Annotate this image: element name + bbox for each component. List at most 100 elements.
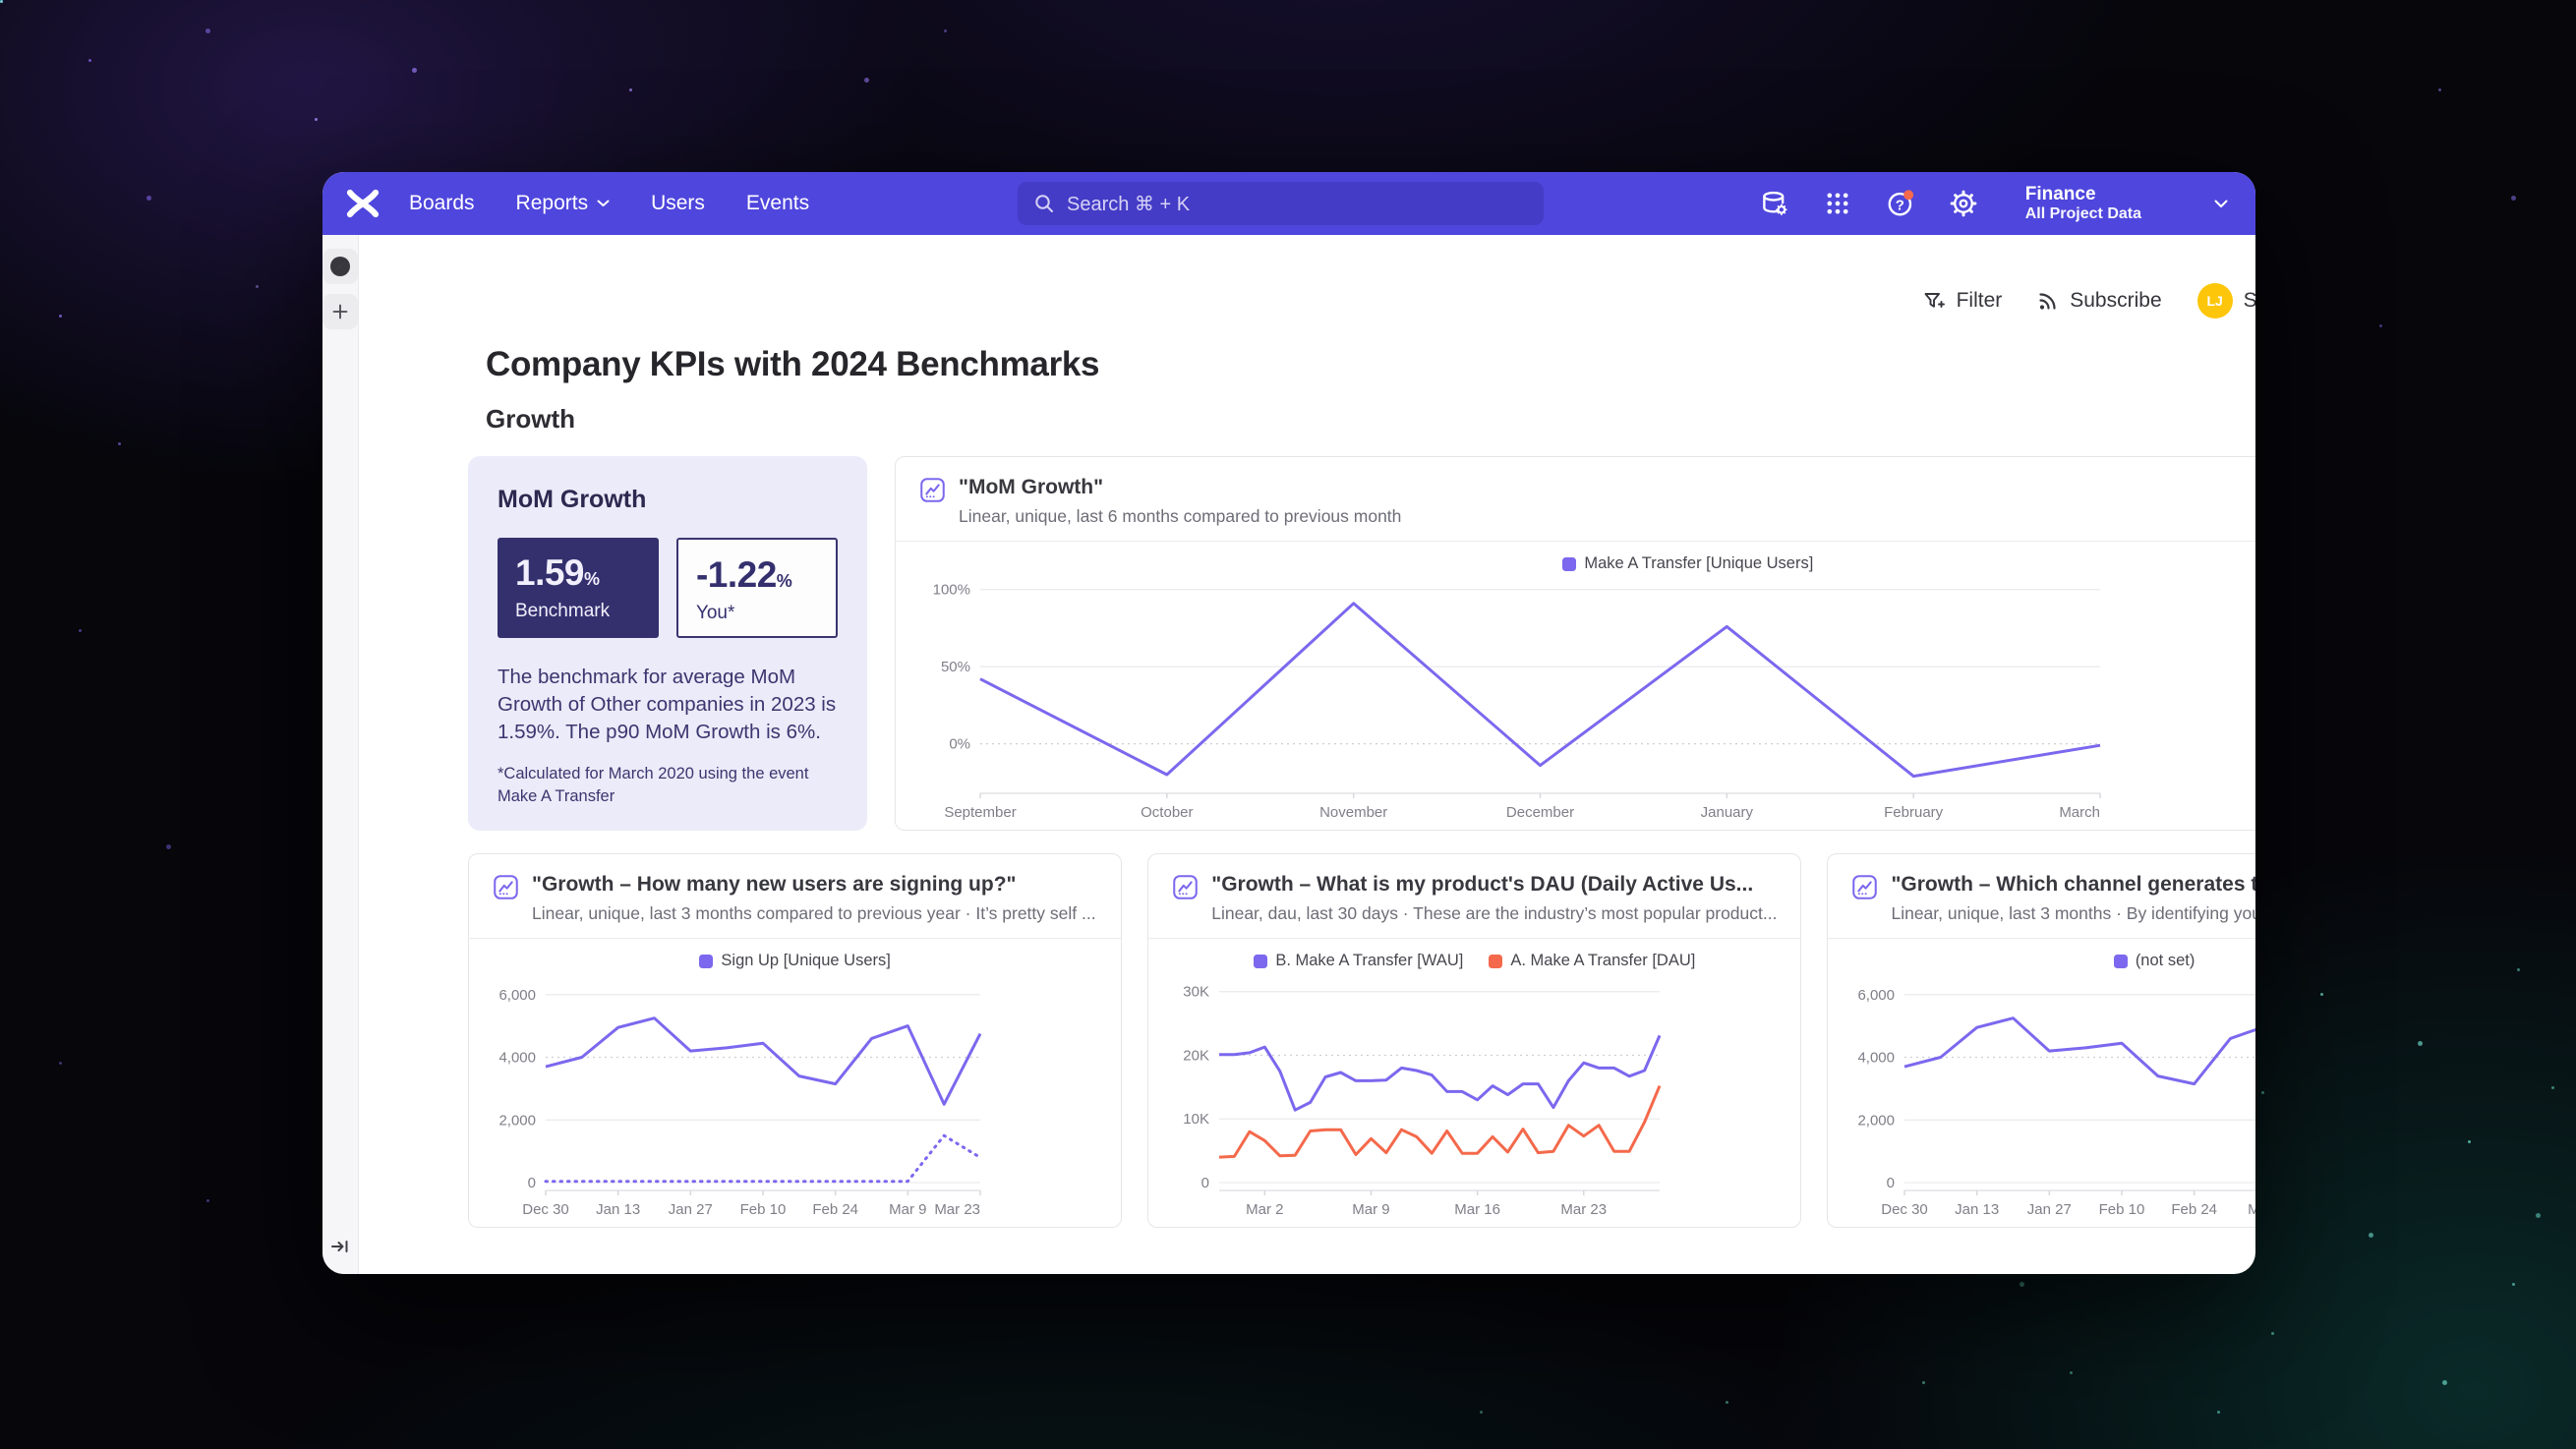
chevron-down-icon <box>2214 200 2228 207</box>
nav-events-label: Events <box>745 192 810 214</box>
svg-text:2,000: 2,000 <box>1858 1112 1896 1129</box>
project-selector[interactable]: Finance All Project Data <box>2025 184 2228 223</box>
chart-legend: Sign Up [Unique Users] <box>491 952 1099 970</box>
line-chart-icon <box>1173 875 1198 899</box>
svg-text:100%: 100% <box>933 582 970 599</box>
search-placeholder: Search ⌘ + K <box>1067 193 1191 215</box>
benchmark-value: 1.59 <box>515 552 585 593</box>
filter-icon <box>1924 292 1945 308</box>
filter-button[interactable]: Filter <box>1923 289 2002 313</box>
navbar-right: ? Finance <box>1760 172 2255 235</box>
mixpanel-logo-icon[interactable] <box>346 189 380 218</box>
share-label: Share <box>2243 289 2255 312</box>
svg-text:November: November <box>1319 804 1387 821</box>
you-label: You* <box>695 603 735 623</box>
chart-legend: B. Make A Transfer [WAU] A. Make A Transf… <box>1170 952 1779 970</box>
svg-text:10K: 10K <box>1184 1111 1210 1128</box>
svg-text:Mar 23: Mar 23 <box>934 1201 980 1218</box>
svg-text:4,000: 4,000 <box>498 1050 536 1067</box>
svg-text:0%: 0% <box>949 736 970 753</box>
svg-text:Mar 23: Mar 23 <box>1561 1201 1608 1218</box>
mom-growth-chart[interactable]: 100% 50% 0% September October November Decembe… <box>917 577 2110 825</box>
svg-text:October: October <box>1141 804 1193 821</box>
legend-entry: Make A Transfer [Unique Users] <box>1562 554 1813 573</box>
search-input[interactable]: Search ⌘ + K <box>1018 182 1544 225</box>
svg-text:Feb 10: Feb 10 <box>740 1201 787 1218</box>
svg-text:6,000: 6,000 <box>498 987 536 1004</box>
benchmark-unit: % <box>584 569 600 589</box>
signups-chart[interactable]: 6,000 4,000 2,000 0 Dec 30 Jan 13 Jan 27 Feb 10… <box>491 974 992 1222</box>
svg-text:March: March <box>2059 804 2100 821</box>
channels-chart[interactable]: 6,000 4,000 2,000 0 Dec 30 Jan 13 Jan 27 Feb 10… <box>1849 974 2255 1222</box>
legend-entry: A. Make A Transfer [DAU] <box>1489 952 1695 970</box>
benchmark-label: Benchmark <box>515 601 611 621</box>
svg-text:?: ? <box>1896 197 1904 213</box>
benchmark-card[interactable]: MoM Growth 1.59% Benchmark -1.22% You* T… <box>468 456 867 831</box>
compass-icon <box>330 257 350 276</box>
svg-text:Jan 13: Jan 13 <box>596 1201 640 1218</box>
subscribe-label: Subscribe <box>2070 289 2162 312</box>
svg-text:0: 0 <box>1887 1175 1895 1191</box>
svg-text:50%: 50% <box>941 659 970 675</box>
search-icon <box>1035 195 1053 212</box>
chart-card-mom-growth[interactable]: "MoM Growth" Linear, unique, last 6 mont… <box>895 456 2255 831</box>
chart-card-signups[interactable]: "Growth – How many new users are signing… <box>468 853 1123 1228</box>
chart-card-dau[interactable]: "Growth – What is my product's DAU (Dail… <box>1147 853 1802 1228</box>
chart-subtitle: Linear, unique, last 6 months compared t… <box>959 506 1402 526</box>
svg-text:0: 0 <box>1201 1175 1209 1191</box>
share-button[interactable]: LJ Share <box>2196 283 2255 319</box>
project-subtitle: All Project Data <box>2024 204 2141 222</box>
project-name: Finance <box>2024 184 2096 205</box>
data-management-icon[interactable] <box>1760 189 1789 218</box>
you-value: -1.22 <box>695 554 777 595</box>
settings-gear-icon[interactable] <box>1949 189 1978 218</box>
svg-text:Jan 27: Jan 27 <box>669 1201 713 1218</box>
line-chart-icon <box>1852 875 1878 899</box>
legend-entry: Sign Up [Unique Users] <box>699 952 891 970</box>
help-icon[interactable]: ? <box>1886 189 1915 218</box>
primary-nav: Boards Reports Users Events <box>409 192 809 215</box>
svg-text:Feb 24: Feb 24 <box>812 1201 858 1218</box>
svg-text:Mar 9: Mar 9 <box>2249 1201 2255 1218</box>
add-board-button[interactable] <box>322 294 358 329</box>
you-stat: -1.22% You* <box>675 538 838 638</box>
chevron-down-icon <box>597 200 610 206</box>
svg-text:Dec 30: Dec 30 <box>522 1201 569 1218</box>
benchmark-description: The benchmark for average MoM Growth of … <box>498 666 837 744</box>
subscribe-button[interactable]: Subscribe <box>2037 289 2162 313</box>
nav-boards[interactable]: Boards <box>409 192 475 215</box>
svg-text:0: 0 <box>528 1175 536 1191</box>
legend-entry: B. Make A Transfer [WAU] <box>1254 952 1463 970</box>
apps-grid-icon[interactable] <box>1823 189 1852 218</box>
app-window: Boards Reports Users Events Search ⌘ + K <box>322 172 2255 1274</box>
svg-text:2,000: 2,000 <box>498 1112 536 1129</box>
background-stars-teal <box>0 0 3 3</box>
nav-reports-label: Reports <box>515 192 589 214</box>
nav-users[interactable]: Users <box>651 192 705 215</box>
benchmark-card-title: MoM Growth <box>498 486 647 513</box>
svg-text:Jan 27: Jan 27 <box>2027 1201 2072 1218</box>
chart-title: "Growth – What is my product's DAU (Dail… <box>1211 873 1754 896</box>
svg-text:4,000: 4,000 <box>1858 1050 1896 1067</box>
avatar[interactable]: LJ <box>2196 283 2233 319</box>
page-title: Company KPIs with 2024 Benchmarks <box>486 345 1100 383</box>
chart-subtitle: Linear, unique, last 3 months compared t… <box>532 903 1096 923</box>
line-chart-icon <box>920 478 945 502</box>
board-compass-button[interactable] <box>322 249 358 284</box>
line-chart-icon <box>494 875 518 899</box>
svg-text:20K: 20K <box>1184 1048 1210 1065</box>
notification-badge <box>1903 190 1913 201</box>
chart-card-channels[interactable]: "Growth – Which channel generates the mo… <box>1827 853 2255 1228</box>
section-heading: Growth <box>486 404 575 434</box>
nav-reports[interactable]: Reports <box>516 192 611 215</box>
chart-title: "Growth – How many new users are signing… <box>532 873 1017 896</box>
nav-events[interactable]: Events <box>746 192 809 215</box>
dau-chart[interactable]: 30K 20K 10K 0 Mar 2 Mar 9 Mar 16 Mar 23 <box>1170 974 1671 1222</box>
svg-text:Feb 24: Feb 24 <box>2172 1201 2218 1218</box>
expand-sidebar-button[interactable] <box>322 1229 358 1264</box>
svg-text:February: February <box>1884 804 1944 821</box>
you-unit: % <box>776 571 792 591</box>
legend-entry: (not set) <box>2113 952 2195 970</box>
benchmark-footnote: *Calculated for March 2020 using the eve… <box>498 765 809 805</box>
chart-title: "MoM Growth" <box>959 476 1104 498</box>
